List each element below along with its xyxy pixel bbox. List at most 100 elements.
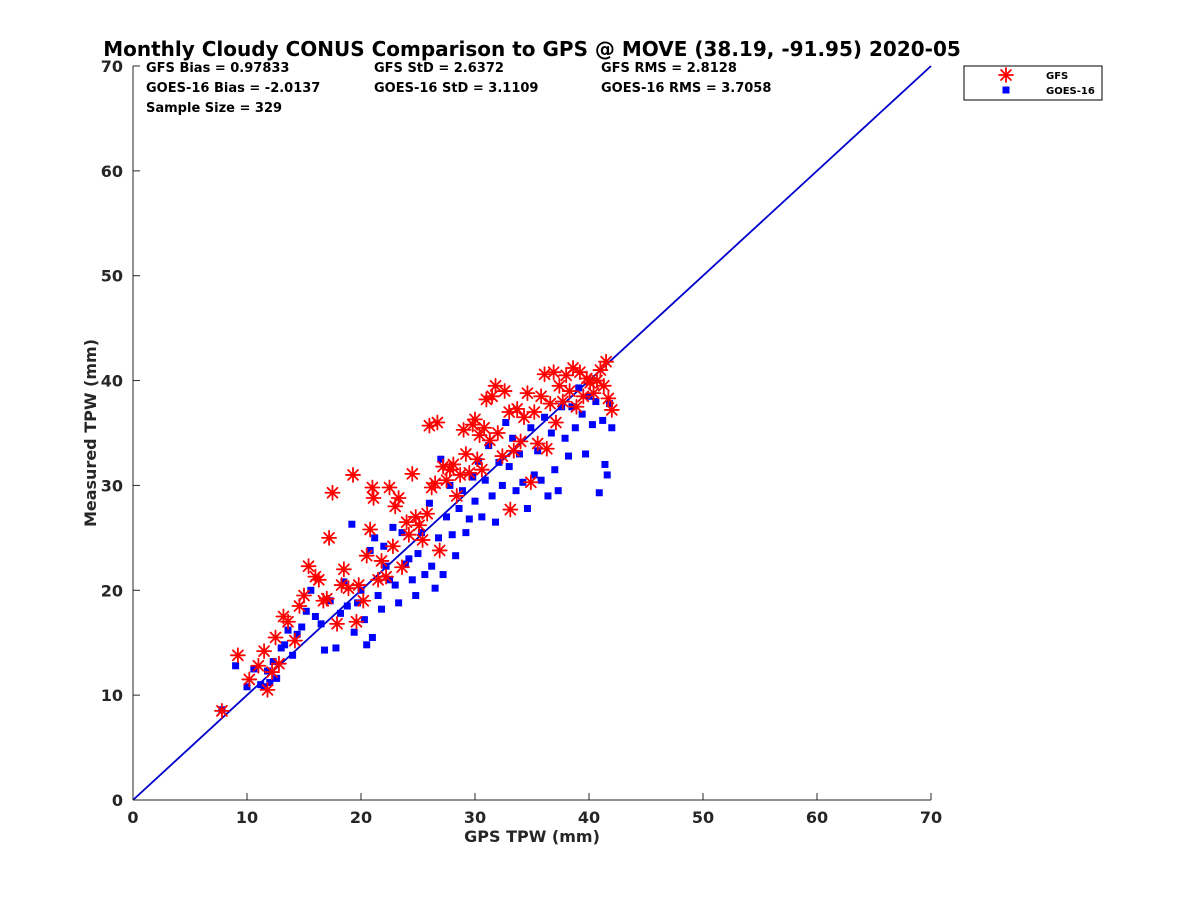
gfs-point-3 — [250, 657, 267, 674]
goes16-point-7 — [266, 679, 274, 687]
gfs-point-105 — [598, 353, 614, 370]
goes16-point-26 — [348, 520, 356, 528]
goes16-point-33 — [368, 633, 376, 641]
gfs-point-59 — [455, 421, 472, 438]
goes16-point-9 — [273, 674, 281, 682]
goes16-point-56 — [439, 571, 447, 579]
goes16-point-27 — [350, 628, 358, 636]
gfs-point-51 — [429, 414, 446, 431]
goes16-point-22 — [332, 644, 340, 652]
gfs-point-4 — [256, 643, 273, 660]
gfs-point-21 — [329, 615, 345, 632]
goes16-point-20 — [321, 646, 329, 654]
y-tick-label-4: 40 — [101, 372, 123, 391]
gfs-point-32 — [365, 490, 382, 506]
gfs-point-35 — [378, 568, 394, 585]
goes16-point-92 — [561, 434, 569, 442]
goes16-point-48 — [414, 550, 422, 558]
gfs-point-25 — [345, 467, 361, 483]
gfs-point-40 — [394, 559, 410, 576]
gfs-point-62 — [464, 416, 481, 433]
x-tick-label-2: 20 — [350, 808, 372, 827]
gfs-point-79 — [512, 433, 529, 450]
goes16-bias-stat: GOES-16 Bias = -2.0137 — [146, 81, 320, 96]
goes16-point-3 — [250, 665, 258, 673]
gfs-point-31 — [364, 479, 381, 496]
goes16-point-23 — [336, 609, 344, 617]
goes16-point-101 — [592, 398, 600, 406]
gfs-point-10 — [280, 613, 296, 630]
legend-box — [963, 65, 1103, 101]
axes — [132, 66, 931, 801]
goes16-point-71 — [488, 492, 496, 500]
gfs-point-90 — [548, 414, 564, 431]
gfs-point-57 — [448, 488, 465, 504]
goes16-point-77 — [509, 434, 517, 442]
goes16-point-16 — [302, 607, 310, 615]
goes16-point-34 — [371, 534, 379, 542]
goes16-point-42 — [395, 599, 403, 607]
gfs-rms-stat: GFS RMS = 2.8128 — [601, 61, 737, 76]
gfs-point-0 — [214, 702, 230, 719]
legend-goes16-marker — [1002, 86, 1010, 94]
goes16-point-50 — [421, 571, 429, 579]
goes16-point-63 — [462, 529, 470, 537]
gfs-point-14 — [300, 558, 317, 575]
goes16-point-64 — [465, 515, 473, 523]
y-tick-label-1: 10 — [101, 686, 123, 705]
gfs-point-106 — [600, 390, 617, 407]
gfs-point-82 — [522, 474, 539, 491]
goes16-rms-stat: GOES-16 RMS = 3.7058 — [601, 81, 771, 96]
gfs-point-29 — [358, 547, 375, 564]
goes16-point-98 — [582, 450, 590, 458]
gfs-point-26 — [348, 613, 365, 630]
gfs-point-56 — [445, 456, 462, 473]
gfs-point-34 — [373, 553, 390, 569]
gfs-point-50 — [427, 475, 444, 492]
gfs-point-80 — [516, 409, 532, 426]
gfs-point-94 — [561, 383, 578, 399]
gfs-point-67 — [476, 419, 493, 436]
goes16-point-104 — [601, 460, 609, 468]
goes16-point-90 — [554, 487, 562, 495]
gfs-point-24 — [340, 580, 357, 597]
gfs-point-43 — [404, 465, 421, 482]
gfs-point-42 — [400, 526, 417, 543]
goes16-point-45 — [405, 555, 413, 563]
gfs-point-2 — [241, 671, 258, 688]
goes16-point-47 — [412, 592, 420, 600]
goes16-point-91 — [558, 403, 566, 411]
goes16-point-29 — [357, 586, 365, 594]
goes16-point-18 — [311, 613, 319, 620]
gfs-point-58 — [452, 467, 469, 483]
gfs-point-46 — [414, 532, 431, 548]
gfs-point-20 — [324, 484, 341, 501]
one-to-one-line — [132, 65, 932, 801]
goes16-point-73 — [495, 458, 503, 466]
gfs-point-37 — [385, 538, 401, 555]
goes16-point-87 — [544, 492, 552, 500]
reference-line-layer — [132, 65, 932, 801]
goes16-point-97 — [578, 410, 586, 418]
goes16-point-66 — [471, 497, 479, 505]
tick-layer: 0 10 20 30 40 50 60 70 0 10 20 30 40 50 60 70 — [101, 57, 942, 827]
goes16-point-93 — [564, 452, 572, 460]
x-tick-label-6: 60 — [806, 808, 828, 827]
gfs-point-63 — [467, 411, 483, 428]
gfs-point-18 — [318, 590, 335, 607]
gfs-point-54 — [438, 472, 455, 489]
x-tick-label-3: 30 — [464, 808, 486, 827]
goes16-point-15 — [298, 623, 306, 631]
gfs-point-78 — [509, 400, 526, 417]
goes16-point-85 — [537, 476, 545, 484]
gfs-point-39 — [390, 490, 407, 506]
goes16-point-89 — [551, 466, 559, 474]
goes16-point-14 — [293, 630, 301, 638]
gfs-point-13 — [296, 587, 312, 604]
goes16-point-11 — [281, 641, 289, 649]
goes16-point-17 — [307, 586, 315, 594]
goes16-point-69 — [481, 476, 489, 484]
goes16-point-32 — [366, 546, 374, 554]
gfs-point-70 — [484, 388, 501, 405]
